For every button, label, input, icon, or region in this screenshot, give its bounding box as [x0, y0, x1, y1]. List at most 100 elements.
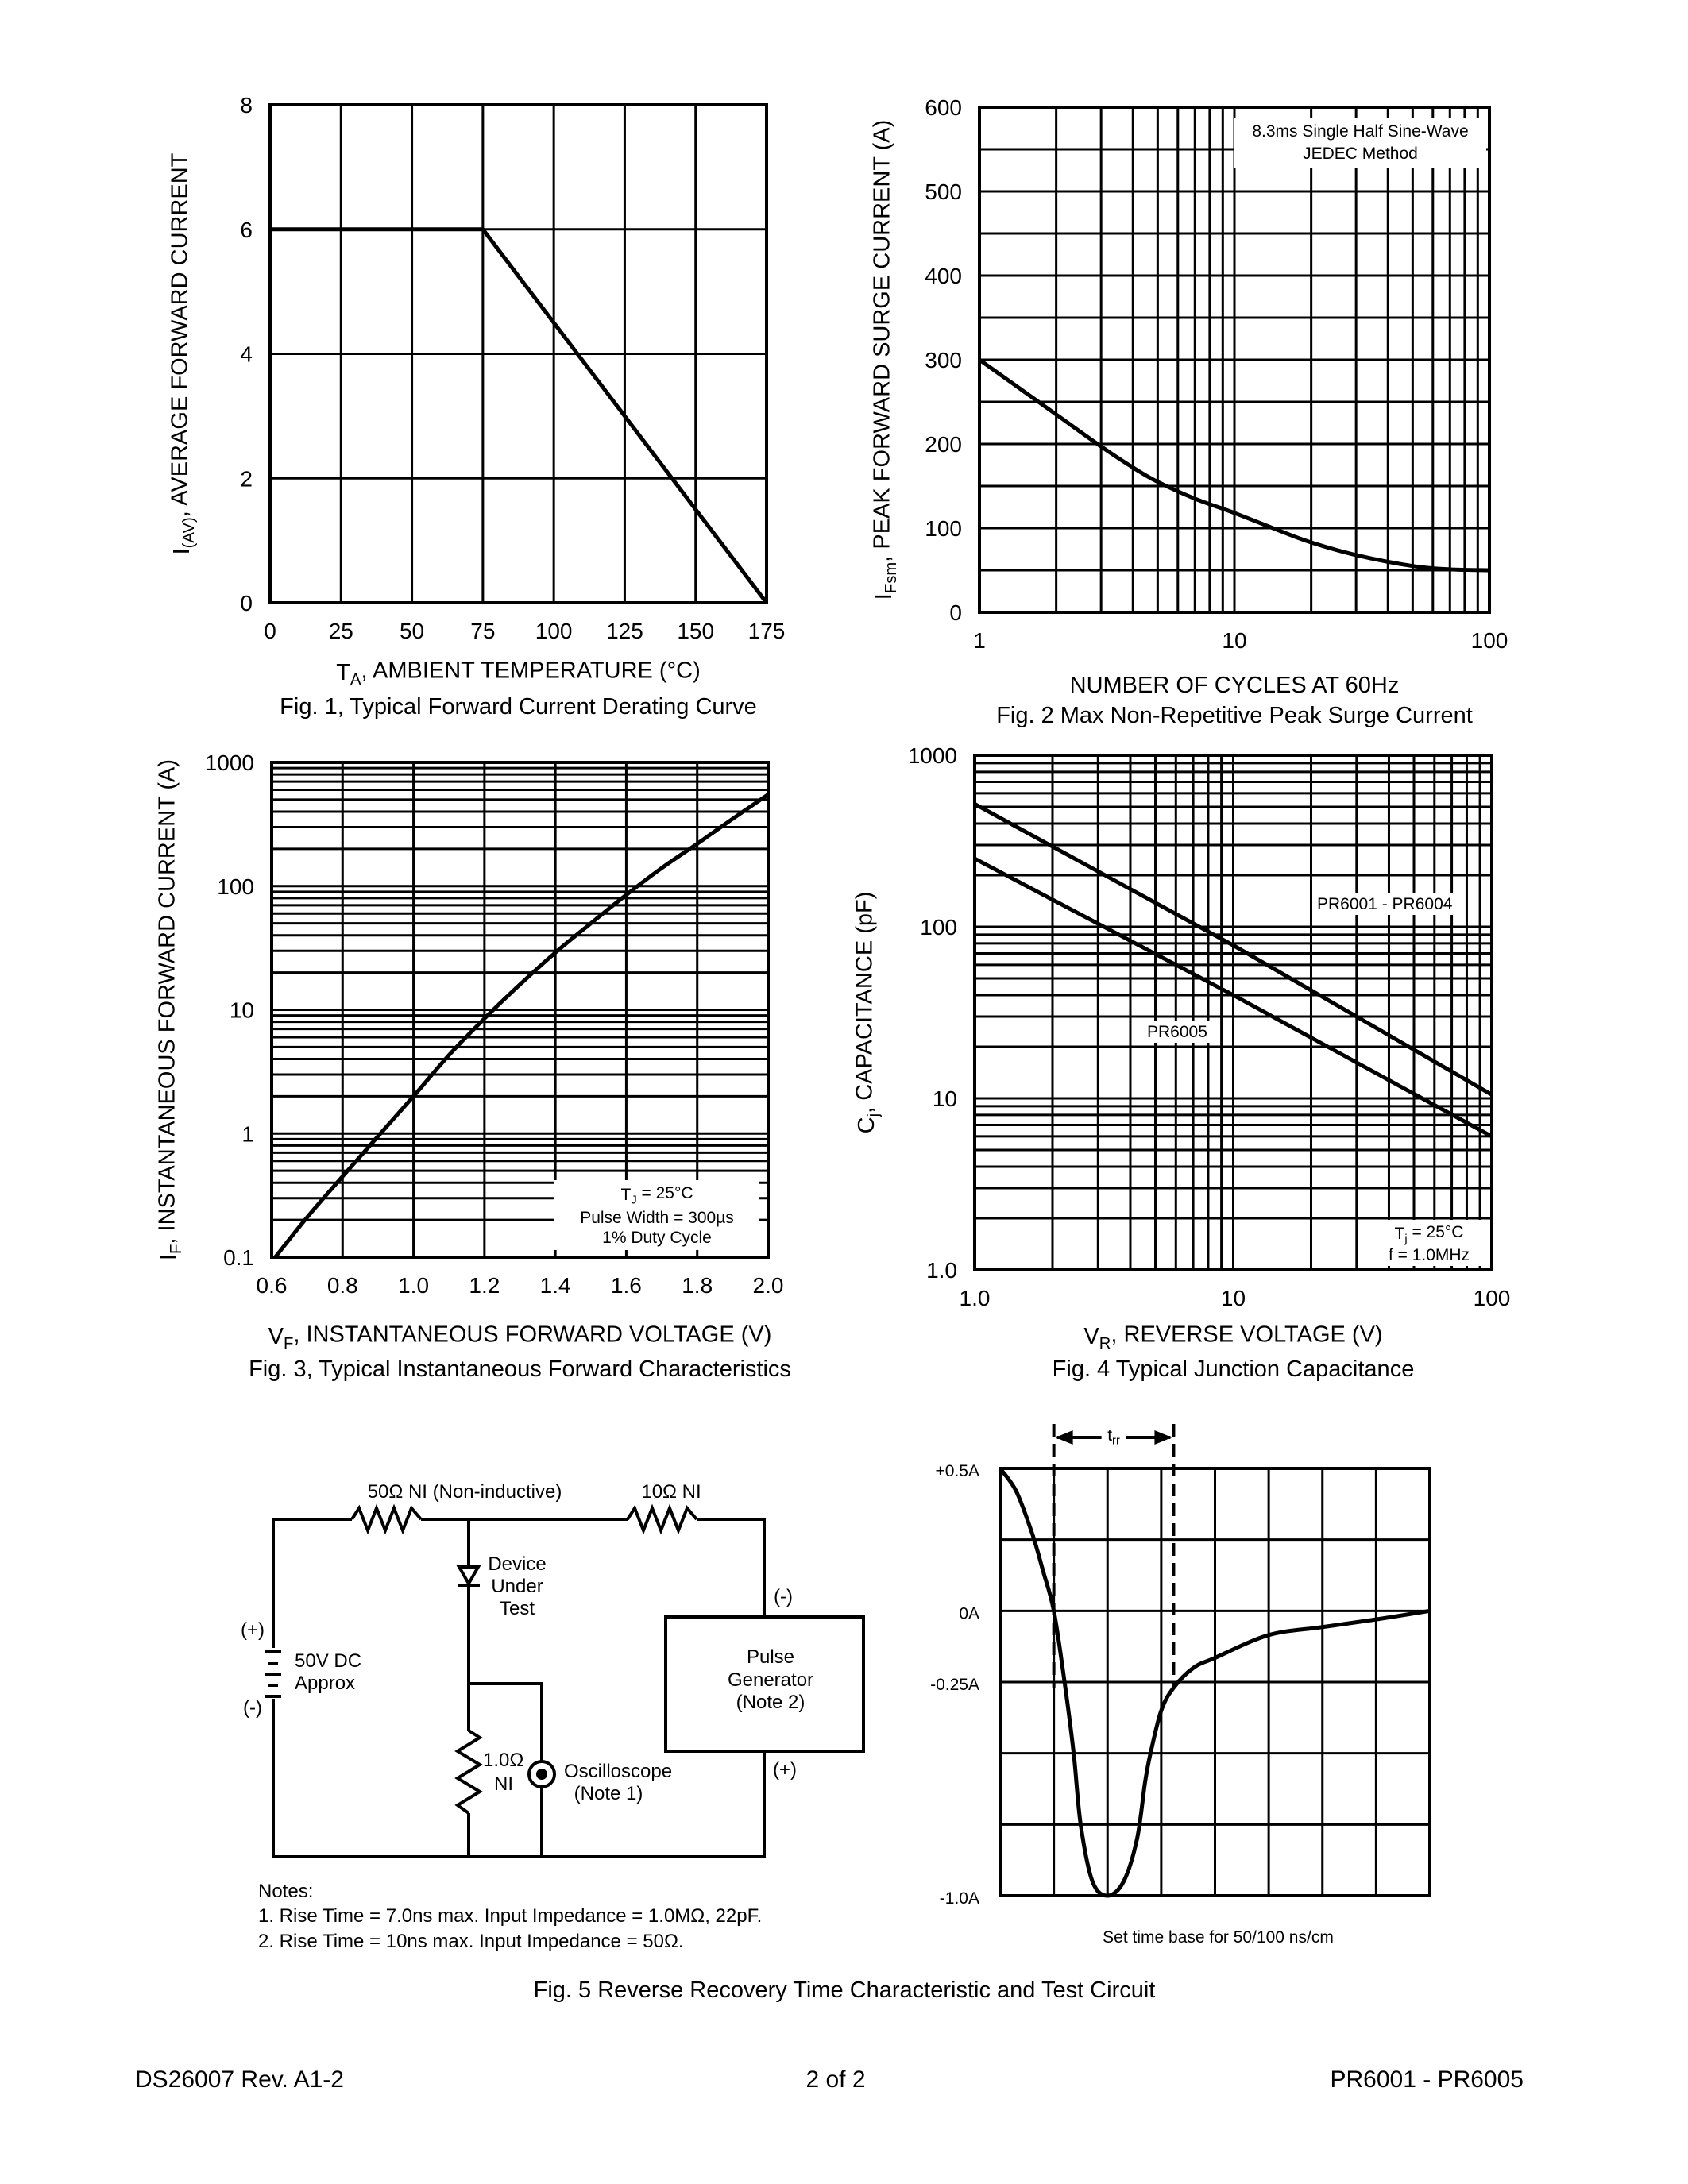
- fig3-x-tick-label: 1.2: [469, 1273, 500, 1298]
- fig1-y-tick-label: 8: [240, 93, 253, 118]
- trr-label-symbol: t: [1107, 1426, 1112, 1445]
- trr-label: trr: [1107, 1426, 1120, 1447]
- resistor-50-label: 50Ω NI (Non-inductive): [368, 1481, 562, 1503]
- fig4-annotation-line-subscript: j: [1404, 1233, 1407, 1245]
- oscilloscope-connector-center-icon: [536, 1769, 547, 1780]
- fig3-x-tick-label: 0.8: [327, 1273, 358, 1298]
- note-2: 2. Rise Time = 10ns max. Input Impedance…: [258, 1931, 684, 1952]
- oscilloscope-label-1: Oscilloscope: [564, 1761, 672, 1782]
- fig1-x-tick-label: 0: [264, 619, 276, 643]
- fig3-chart: TJ = 25°C Pulse Width = 300µs 1% Duty Cycl…: [154, 751, 791, 1382]
- fig3-y-tick-label: 0.1: [223, 1245, 254, 1270]
- resistor-1-label-1: 1.0Ω: [483, 1750, 523, 1771]
- fig4-y-tick-label: 1000: [908, 743, 957, 768]
- fig1-x-tick-label: 75: [470, 619, 495, 643]
- fig2-grid: [978, 106, 1491, 614]
- fig2-y-tick-label: 600: [925, 95, 962, 120]
- fig5-scope-series-line: [998, 1467, 1431, 1898]
- fig4-annotation-line: Tj = 25°C: [1395, 1223, 1464, 1245]
- resistor-10-ohm-icon: [626, 1503, 698, 1535]
- fig4-y-axis-title-subscript: j: [865, 1113, 883, 1118]
- battery-icon: [265, 1650, 281, 1698]
- fig3-x-axis-title-symbol: V: [268, 1324, 284, 1349]
- fig4-y-tick-label: 1.0: [926, 1258, 957, 1283]
- fig3-x-axis-title: VF, INSTANTANEOUS FORWARD VOLTAGE (V): [268, 1322, 772, 1352]
- battery-plus-label: (+): [241, 1619, 265, 1641]
- fig2-x-tick-label: 10: [1222, 628, 1246, 653]
- fig1-y-axis-title-subscript: (AV): [180, 517, 198, 548]
- fig4-y-axis-title: Cj, CAPACITANCE (pF): [852, 892, 883, 1134]
- fig2-x-tick-label: 1: [973, 628, 986, 653]
- fig1-caption: Fig. 1, Typical Forward Current Derating…: [280, 694, 757, 720]
- fig3-x-tick-label: 1.6: [611, 1273, 642, 1298]
- resistor-1-ohm-icon: [454, 1729, 483, 1815]
- fig4-annotation-line-symbol: T: [1395, 1225, 1405, 1243]
- fig4-x-axis-title-text: , REVERSE VOLTAGE (V): [1111, 1322, 1382, 1347]
- fig1-y-axis-title: I(AV), AVERAGE FORWARD CURRENT: [167, 152, 198, 554]
- fig1-x-axis-title-symbol: T: [336, 660, 350, 685]
- fig4-y-tick-label: 100: [920, 915, 957, 940]
- fig1-x-tick-label: 150: [677, 619, 714, 643]
- fig5-scope-chart: +0.5A 0A -0.25A -1.0A trr Set time base for 5…: [930, 1424, 1431, 1947]
- fig4-x-axis-title-subscript: R: [1099, 1335, 1111, 1352]
- fig2-caption: Fig. 2 Max Non-Repetitive Peak Surge Cur…: [996, 703, 1473, 728]
- fig4-y-axis-title-symbol: C: [854, 1117, 879, 1133]
- resistor-1-label-2: NI: [494, 1773, 513, 1795]
- notes-heading: Notes:: [258, 1881, 313, 1902]
- fig2-y-axis-title: IFsm, PEAK FORWARD SURGE CURRENT (A): [869, 120, 900, 600]
- fig3-annotation-line: TJ = 25°C: [620, 1184, 693, 1206]
- fig1-x-tick-label: 175: [748, 619, 786, 643]
- diode-icon: [456, 1565, 481, 1588]
- fig3-y-tick-label: 1: [241, 1121, 254, 1146]
- oscilloscope-connector-icon: [527, 1760, 556, 1788]
- fig4-x-tick-label: 10: [1221, 1286, 1246, 1310]
- fig1-y-tick-label: 6: [240, 218, 253, 242]
- fig4-x-axis-title-symbol: V: [1083, 1324, 1099, 1349]
- dut-label-3: Test: [500, 1598, 535, 1619]
- fig4-y-axis-title-text: , CAPACITANCE (pF): [852, 892, 877, 1113]
- fig4-series-label-background: [1314, 893, 1456, 915]
- fig1-x-tick-label: 100: [535, 619, 573, 643]
- fig2-annotation-line: JEDEC Method: [1303, 145, 1418, 163]
- fig3-y-axis-title-text: , INSTANTANEOUS FORWARD CURRENT (A): [154, 759, 180, 1244]
- fig4-series-label: PR6001 - PR6004: [1317, 895, 1453, 913]
- trr-label-subscript: rr: [1112, 1434, 1120, 1447]
- fig2-y-tick-label: 500: [925, 179, 962, 204]
- generator-label-3: (Note 2): [736, 1692, 805, 1713]
- fig4-x-axis-title: VR, REVERSE VOLTAGE (V): [1083, 1322, 1382, 1352]
- fig5-scope-timebase-note: Set time base for 50/100 ns/cm: [1103, 1928, 1334, 1947]
- fig3-annotation-line: Pulse Width = 300µs: [580, 1209, 734, 1227]
- generator-label-2: Generator: [728, 1669, 813, 1691]
- battery-label-2: Approx: [295, 1673, 355, 1694]
- fig1-x-tick-label: 25: [329, 619, 353, 643]
- fig2-annotation-box: [1234, 118, 1486, 168]
- fig4-caption: Fig. 4 Typical Junction Capacitance: [1053, 1356, 1415, 1382]
- note-1: 1. Rise Time = 7.0ns max. Input Impedanc…: [258, 1905, 762, 1927]
- fig1-plot-frame: [268, 103, 768, 604]
- fig2-y-axis-title-text: , PEAK FORWARD SURGE CURRENT (A): [869, 120, 894, 562]
- fig4-annotation-line-text: = 25°C: [1408, 1223, 1464, 1241]
- fig2-y-tick-label: 100: [925, 516, 962, 541]
- generator-plus-label: (+): [773, 1759, 797, 1781]
- oscilloscope-label-2: (Note 1): [574, 1783, 643, 1804]
- fig2-annotation-line: 8.3ms Single Half Sine-Wave: [1252, 122, 1468, 141]
- fig2-y-axis-title-symbol: I: [871, 593, 897, 600]
- fig2-y-tick-label: 200: [925, 432, 962, 457]
- fig5-caption: Fig. 5 Reverse Recovery Time Characteris…: [534, 1978, 1156, 2003]
- fig3-x-tick-label: 1.4: [540, 1273, 571, 1298]
- fig2-x-axis-title-text: NUMBER OF CYCLES AT 60Hz: [1070, 673, 1400, 698]
- fig3-annotation-line-subscript: J: [631, 1194, 636, 1206]
- fig1-y-tick-label: 0: [240, 591, 253, 615]
- fig3-plot-frame: [270, 761, 770, 1259]
- fig4-x-tick-label: 100: [1474, 1286, 1511, 1310]
- battery-label-1: 50V DC: [295, 1650, 361, 1672]
- circuit-labels: 50Ω NI (Non-inductive) 10Ω NI Device Und…: [241, 1481, 813, 1952]
- fig3-y-axis-title-subscript: F: [168, 1244, 185, 1254]
- fig3-annotation-line: 1% Duty Cycle: [602, 1229, 712, 1247]
- fig5-scope-y-tick-label: -1.0A: [940, 1889, 979, 1908]
- fig2-y-axis-title-subscript: Fsm: [883, 562, 900, 593]
- fig5-scope-y-tick-label: -0.25A: [930, 1676, 979, 1694]
- fig3-annotation-line-text: = 25°C: [637, 1184, 693, 1202]
